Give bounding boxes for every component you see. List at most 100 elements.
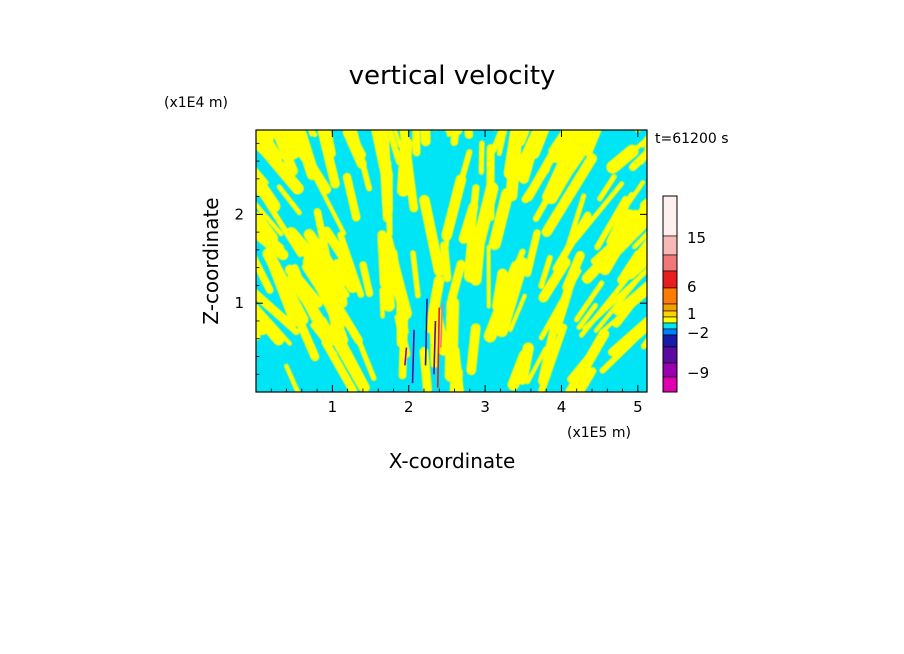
field-stripe xyxy=(256,295,300,336)
field-stripe xyxy=(632,230,647,250)
colorbar-label: 15 xyxy=(687,229,706,247)
x-tick-label: 5 xyxy=(633,398,643,416)
colorbar-segment xyxy=(662,346,678,364)
field-stripe xyxy=(622,237,647,277)
field-stripe xyxy=(577,130,579,131)
field-stripe xyxy=(599,290,647,334)
field-stripe xyxy=(284,227,329,276)
colorbar-label: −2 xyxy=(687,324,709,342)
field-stripe xyxy=(266,259,298,328)
field-stripe xyxy=(576,302,598,330)
field-stripe xyxy=(356,339,377,381)
colorbar-segment xyxy=(662,235,678,256)
colorbar-segment xyxy=(662,270,678,289)
field-stripe xyxy=(321,226,348,262)
field-stripe xyxy=(256,225,289,261)
field-stripe xyxy=(425,275,445,334)
colorbar-segment xyxy=(662,376,678,393)
field-stripe xyxy=(263,92,281,124)
field-stripe xyxy=(466,323,481,376)
colorbar-segment xyxy=(662,316,678,324)
field-stripe xyxy=(548,130,568,154)
field-stripe xyxy=(567,351,594,383)
y-axis-label: Z-coordinate xyxy=(199,197,223,324)
x-tick-label: 4 xyxy=(557,398,567,416)
field-stripe xyxy=(342,130,367,169)
field-stripe xyxy=(259,191,303,258)
field-stripe xyxy=(634,130,643,133)
colorbar-segment xyxy=(662,287,678,305)
field-stripe xyxy=(308,130,315,137)
field-stripe xyxy=(441,174,467,241)
y-tick-label: 1 xyxy=(234,294,244,312)
field-stripe xyxy=(606,192,635,245)
field-stripe xyxy=(594,195,629,251)
field-stripe xyxy=(260,70,307,120)
field-stripe xyxy=(639,152,647,165)
field-stripe xyxy=(652,88,694,122)
field-stripe xyxy=(537,319,560,386)
field-stripe xyxy=(276,184,302,216)
field-stripe xyxy=(447,259,466,303)
field-stripe xyxy=(334,258,359,293)
y-scale-label: (x1E4 m) xyxy=(164,95,228,111)
field-stripe xyxy=(321,130,336,159)
field-stripe xyxy=(256,211,279,244)
colorbar-segment xyxy=(662,328,678,336)
field-stripe xyxy=(265,130,275,140)
field-stripe xyxy=(307,130,318,138)
field-stripe xyxy=(538,257,571,303)
field-stripe xyxy=(503,130,523,180)
colorbar-segment xyxy=(662,322,678,330)
field-stripe xyxy=(276,130,300,160)
field-stripe xyxy=(377,230,389,289)
colorbar-label: −9 xyxy=(687,364,709,382)
extreme-filament xyxy=(424,298,428,366)
colorbar-segment xyxy=(662,195,678,237)
field-stripe xyxy=(444,86,451,122)
field-stripe xyxy=(397,137,413,197)
field-stripe xyxy=(256,201,284,237)
field-stripe xyxy=(321,338,358,392)
field-stripe xyxy=(342,172,361,222)
field-stripe xyxy=(449,366,463,392)
field-stripe xyxy=(453,346,464,392)
field-stripe xyxy=(597,173,617,202)
colorbar-label: 1 xyxy=(687,305,697,323)
extreme-filament xyxy=(433,320,437,375)
field-stripe xyxy=(463,182,499,283)
field-stripe xyxy=(613,284,647,316)
field-stripe xyxy=(608,219,636,244)
field-stripe xyxy=(256,304,285,346)
velocity-field xyxy=(208,70,694,392)
field-stripe xyxy=(301,262,328,299)
field-stripe xyxy=(386,130,403,166)
field-stripe xyxy=(256,180,265,197)
y-tick-label: 2 xyxy=(234,205,244,223)
colorbar-segment xyxy=(662,310,678,318)
field-stripe xyxy=(256,167,281,213)
field-stripe xyxy=(492,268,508,312)
x-axis-label: X-coordinate xyxy=(389,449,516,473)
colorbar-segment xyxy=(662,334,678,348)
field-stripe xyxy=(359,261,374,298)
chart-title: vertical velocity xyxy=(349,61,556,91)
field-stripe xyxy=(541,153,598,238)
field-stripe xyxy=(639,197,647,211)
plot-frame xyxy=(255,129,648,393)
x-tick-label: 2 xyxy=(404,398,414,416)
field-stripe xyxy=(538,254,553,289)
field-stripe xyxy=(457,149,473,187)
field-stripe xyxy=(419,346,432,392)
colorbar-segment xyxy=(662,362,678,378)
field-stripe xyxy=(495,256,529,338)
field-stripe xyxy=(208,124,242,157)
field-stripe xyxy=(582,267,647,331)
colorbar-label: 6 xyxy=(687,278,697,296)
field-stripe xyxy=(398,297,407,347)
field-stripe xyxy=(313,208,339,301)
field-stripe xyxy=(634,322,647,339)
extreme-filament xyxy=(436,307,441,388)
extreme-filament xyxy=(440,303,444,348)
